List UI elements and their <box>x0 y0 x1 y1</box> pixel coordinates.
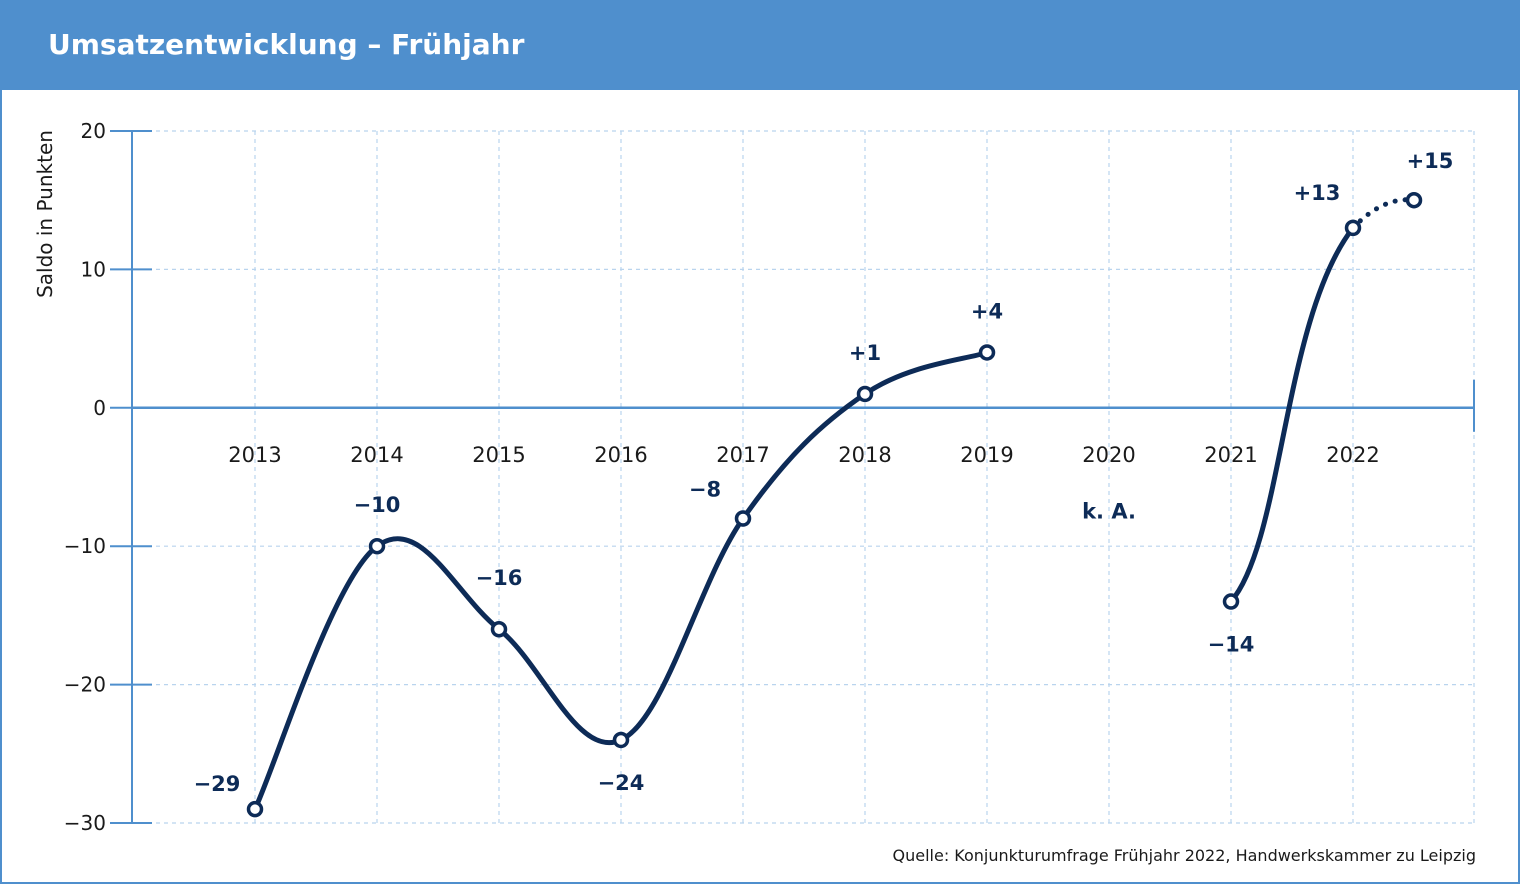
data-label: +15 <box>1407 149 1454 173</box>
header-bar: Umsatzentwicklung – Frühjahr <box>2 2 1518 90</box>
data-label: −24 <box>598 771 645 795</box>
series-line <box>1228 225 1356 605</box>
y-tick-label: −30 <box>64 811 106 835</box>
y-tick-label: −20 <box>64 673 106 697</box>
data-label: +13 <box>1294 181 1341 205</box>
data-label: −29 <box>194 772 241 796</box>
y-tick-label: 10 <box>81 257 106 281</box>
x-tick-label: 2016 <box>594 443 647 467</box>
data-labels: −29 −10 −16 −24 −8 +1 +4 −14 +13 +15 k. A. <box>194 149 1454 796</box>
x-tick-label: 2017 <box>716 443 769 467</box>
chart-title: Umsatzentwicklung – Frühjahr <box>48 28 525 61</box>
data-label: +1 <box>849 341 881 365</box>
data-point <box>246 800 264 818</box>
data-point <box>1344 219 1362 237</box>
y-tick-label: 0 <box>93 396 106 420</box>
x-tick-label: 2013 <box>228 443 281 467</box>
data-point <box>1405 191 1423 209</box>
series-lines <box>252 197 1417 812</box>
x-tick-label: 2019 <box>960 443 1013 467</box>
data-point <box>612 731 630 749</box>
source-note: Quelle: Konjunkturumfrage Frühjahr 2022,… <box>892 846 1476 865</box>
x-tick-label: 2020 <box>1082 443 1135 467</box>
x-tick-label: 2015 <box>472 443 525 467</box>
x-tick-label: 2018 <box>838 443 891 467</box>
data-label: +4 <box>971 299 1003 323</box>
x-tick-label: 2014 <box>350 443 403 467</box>
data-point <box>1222 593 1240 610</box>
data-point <box>856 385 874 403</box>
data-label: −8 <box>689 478 721 502</box>
data-point <box>490 620 508 638</box>
y-tick-label: −10 <box>64 534 106 558</box>
data-label: −14 <box>1208 633 1255 657</box>
data-point <box>734 510 752 527</box>
data-points <box>246 191 1423 818</box>
data-label: −16 <box>476 566 523 590</box>
x-tick-label: 2021 <box>1204 443 1257 467</box>
data-label: −10 <box>354 493 401 517</box>
series-line-projection <box>1350 197 1417 231</box>
grid <box>132 130 1475 824</box>
axes: 20 10 0 −10 −20 −30 2013 2014 2015 2016 2017 2018 20… <box>33 119 1475 835</box>
series-line <box>252 349 990 812</box>
data-point <box>978 344 996 361</box>
x-tick-label: 2022 <box>1326 443 1379 467</box>
y-axis-label: Saldo in Punkten <box>33 130 57 298</box>
y-tick-label: 20 <box>81 119 106 143</box>
data-point <box>368 537 386 555</box>
annotation-no-data: k. A. <box>1082 500 1136 524</box>
